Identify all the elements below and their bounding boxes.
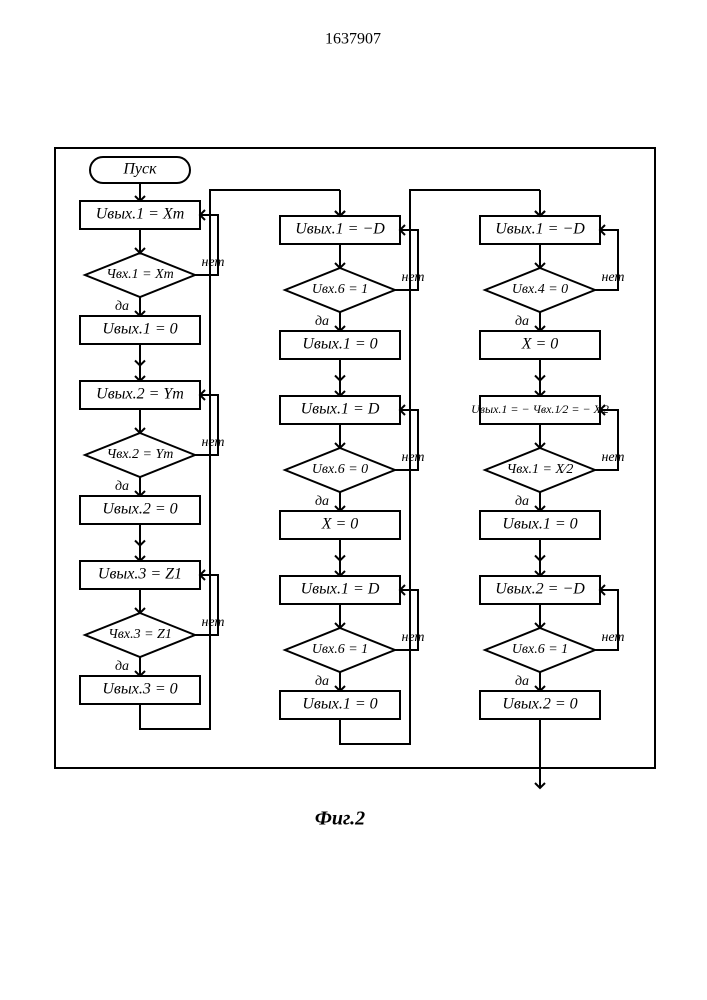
- svg-text:Uвых.1 = Xт: Uвых.1 = Xт: [96, 206, 185, 223]
- svg-text:да: да: [115, 659, 129, 674]
- svg-text:да: да: [315, 494, 329, 509]
- svg-text:нет: нет: [201, 615, 224, 630]
- svg-text:да: да: [115, 299, 129, 314]
- svg-text:Uвых.3 = Z1: Uвых.3 = Z1: [98, 566, 182, 583]
- svg-text:Чвх.1 = X⁄2: Чвх.1 = X⁄2: [507, 462, 574, 477]
- svg-text:Uвх.6 = 1: Uвх.6 = 1: [312, 642, 368, 657]
- svg-text:Uвых.1 = 0: Uвых.1 = 0: [502, 516, 577, 533]
- svg-text:да: да: [315, 314, 329, 329]
- svg-text:Uвых.1 = 0: Uвых.1 = 0: [102, 321, 177, 338]
- svg-text:Uвх.6 = 0: Uвх.6 = 0: [312, 462, 368, 477]
- svg-text:Uвых.1 = −D: Uвых.1 = −D: [295, 221, 385, 238]
- svg-text:Uвых.1 = 0: Uвых.1 = 0: [302, 696, 377, 713]
- svg-text:Uвых.2 = 0: Uвых.2 = 0: [102, 501, 177, 518]
- svg-text:нет: нет: [601, 270, 624, 285]
- svg-text:Чвх.2 = Yт: Чвх.2 = Yт: [107, 447, 174, 462]
- svg-text:нет: нет: [201, 255, 224, 270]
- svg-text:да: да: [515, 494, 529, 509]
- svg-text:нет: нет: [401, 630, 424, 645]
- svg-text:Uвых.1 = D: Uвых.1 = D: [301, 401, 380, 418]
- svg-text:нет: нет: [401, 450, 424, 465]
- svg-text:Uвых.3 = 0: Uвых.3 = 0: [102, 681, 177, 698]
- svg-text:Uвых.1 = − Чвх.1⁄2 = − X⁄2: Uвых.1 = − Чвх.1⁄2 = − X⁄2: [471, 402, 609, 416]
- svg-text:Uвых.1 = −D: Uвых.1 = −D: [495, 221, 585, 238]
- svg-text:нет: нет: [401, 270, 424, 285]
- svg-text:Uвых.1 = D: Uвых.1 = D: [301, 581, 380, 598]
- svg-text:X = 0: X = 0: [321, 516, 359, 533]
- svg-text:Uвх.6 = 1: Uвх.6 = 1: [312, 282, 368, 297]
- svg-text:да: да: [515, 674, 529, 689]
- svg-text:нет: нет: [601, 630, 624, 645]
- svg-text:Фиг.2: Фиг.2: [315, 808, 365, 830]
- svg-text:Uвых.2 = 0: Uвых.2 = 0: [502, 696, 577, 713]
- svg-text:Пуск: Пуск: [122, 161, 157, 178]
- svg-text:X = 0: X = 0: [521, 336, 559, 353]
- svg-text:Чвх.3 = Z1: Чвх.3 = Z1: [108, 627, 172, 642]
- svg-text:да: да: [515, 314, 529, 329]
- svg-text:Uвых.2 = Yт: Uвых.2 = Yт: [96, 386, 184, 403]
- svg-text:Uвх.6 = 1: Uвх.6 = 1: [512, 642, 568, 657]
- svg-text:да: да: [115, 479, 129, 494]
- svg-text:да: да: [315, 674, 329, 689]
- svg-text:нет: нет: [201, 435, 224, 450]
- svg-text:Uвых.2 = −D: Uвых.2 = −D: [495, 581, 585, 598]
- svg-text:нет: нет: [601, 450, 624, 465]
- svg-text:1637907: 1637907: [325, 31, 381, 48]
- svg-text:Uвых.1 = 0: Uвых.1 = 0: [302, 336, 377, 353]
- svg-text:Чвх.1 = Xт: Чвх.1 = Xт: [106, 267, 174, 282]
- flowchart-svg: 1637907 Пуск Uвых.1 = Xт Чвх.1 = Xт да нет Uвы…: [0, 0, 707, 1000]
- svg-text:Uвх.4 = 0: Uвх.4 = 0: [512, 282, 568, 297]
